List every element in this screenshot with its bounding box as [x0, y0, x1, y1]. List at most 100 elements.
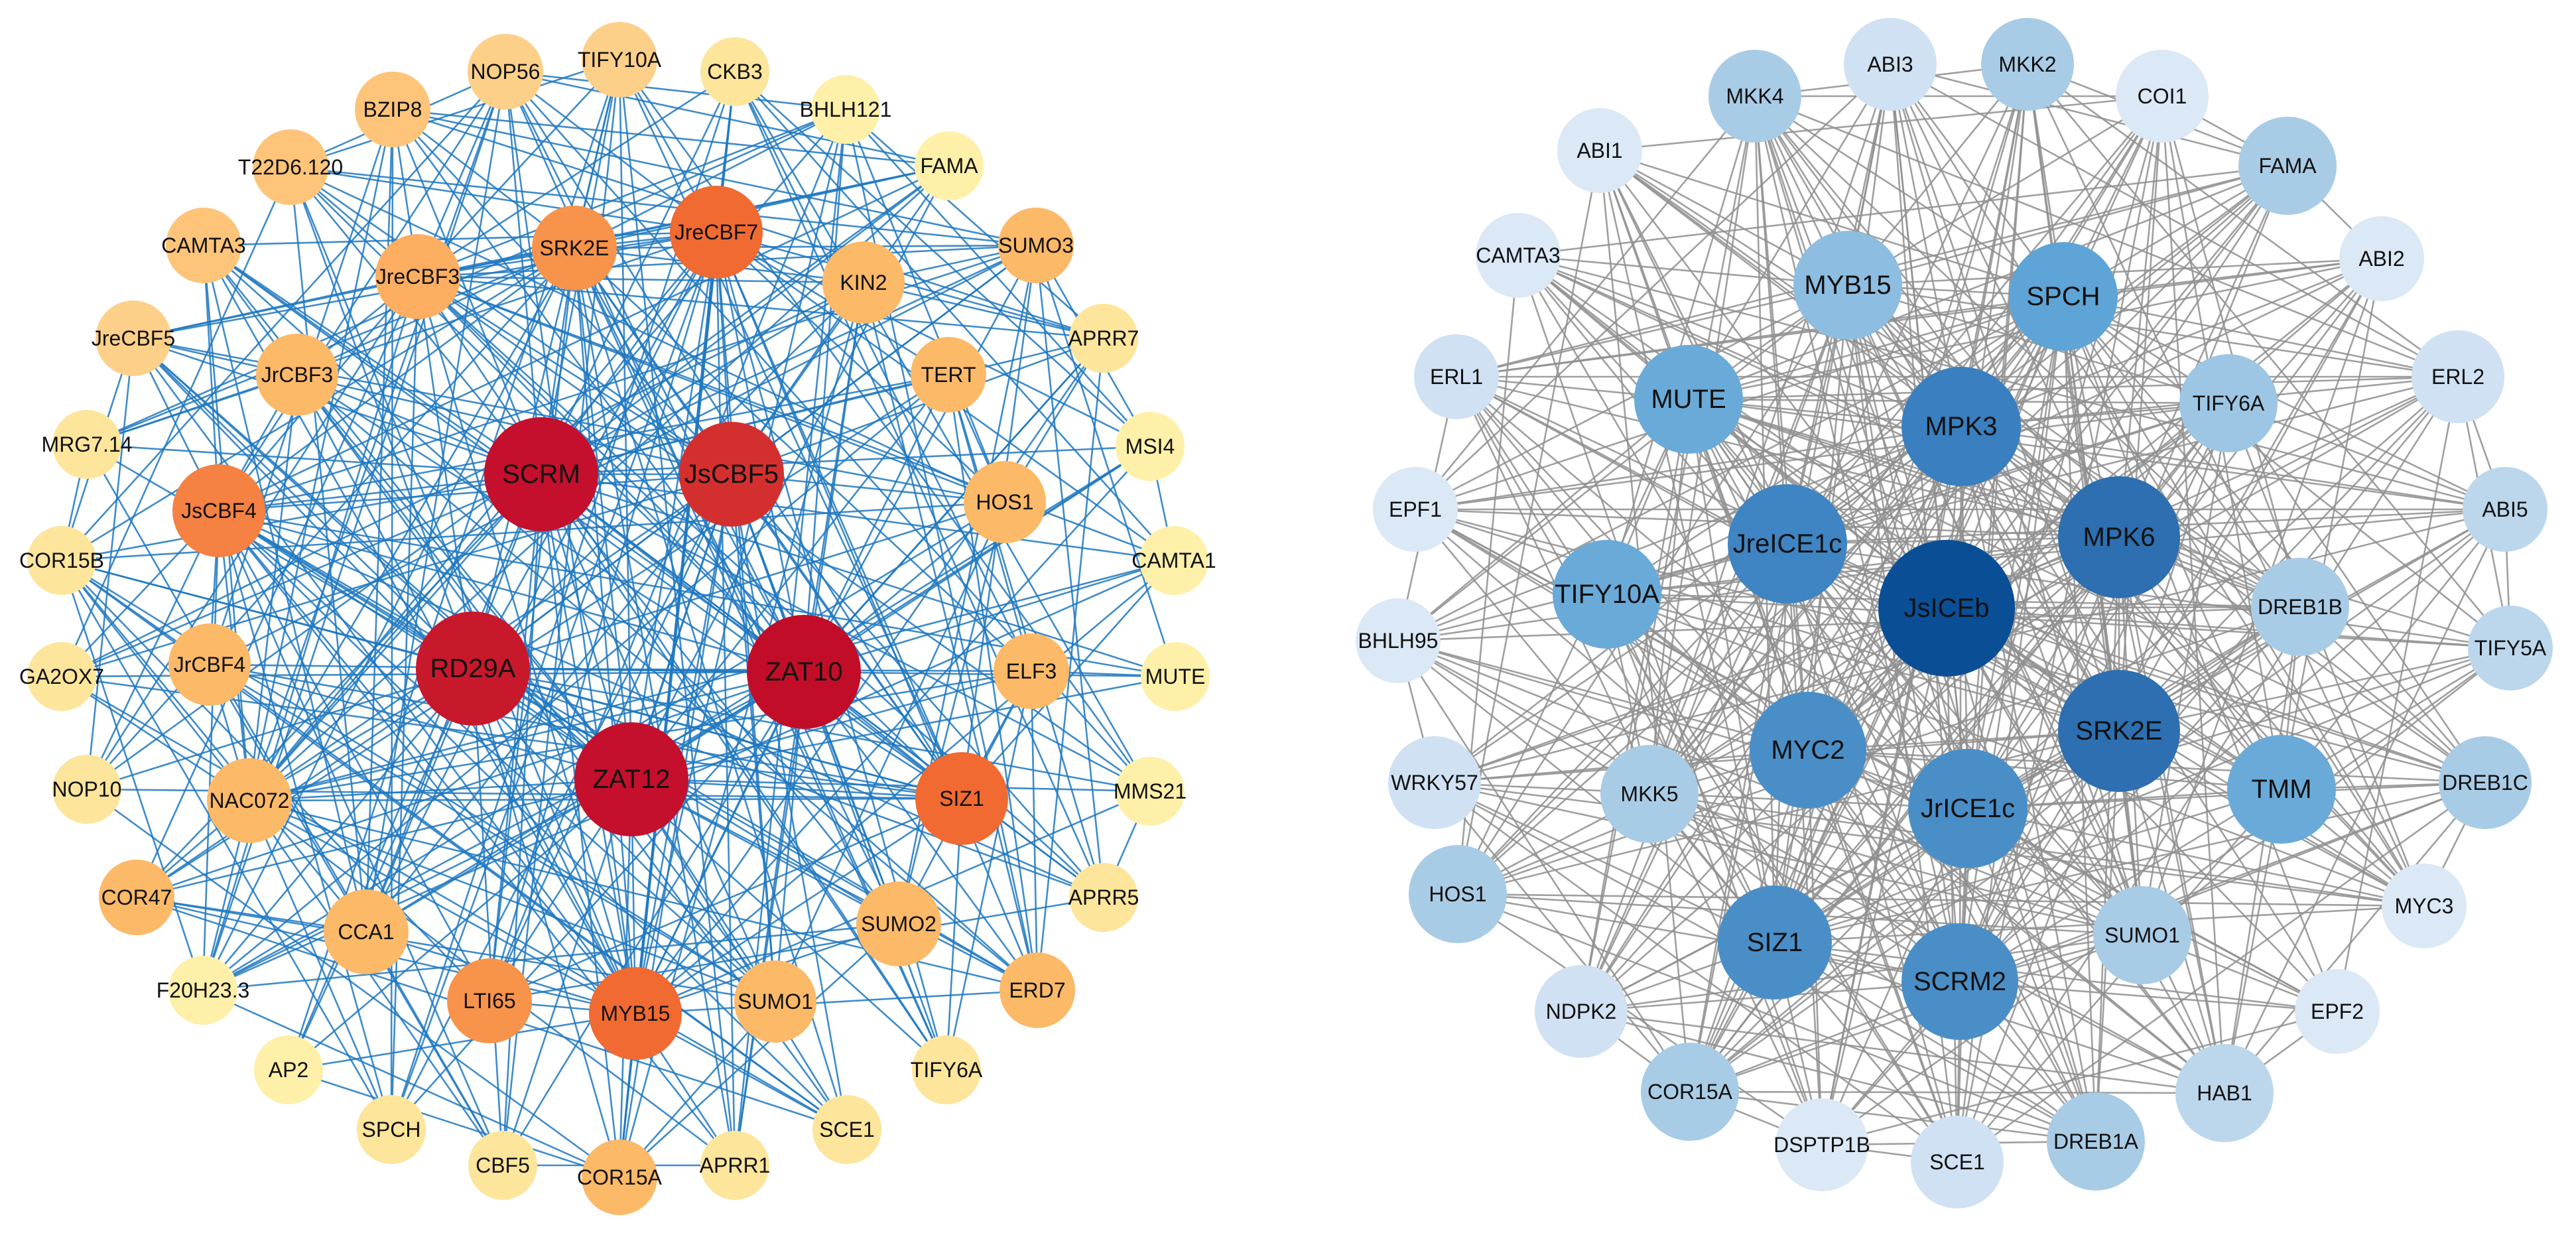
edge-SCE1-JsCBF4	[218, 510, 848, 1130]
node-label: ERL1	[1430, 365, 1483, 389]
node-label: TIFY6A	[2193, 391, 2265, 415]
edge-T22D6.120-GA2OX7	[60, 166, 292, 677]
edge-BZIP8-SUMO3	[392, 108, 1037, 247]
edge-SIZ1-COI1	[1773, 96, 2163, 943]
node-circle	[468, 34, 543, 109]
edge-CAMTA3-MYB15	[1517, 254, 1848, 287]
edge-HOS1-ABI1	[1456, 150, 1601, 895]
edge-JsCBF5-APRR5	[731, 474, 1104, 898]
node-circle	[52, 755, 121, 824]
node-label: SUMO3	[998, 233, 1074, 257]
node-label: JreCBF7	[675, 220, 758, 244]
node-label: COR15A	[1647, 1080, 1733, 1104]
edge-SCE1-MYC2	[1807, 749, 1959, 1163]
node-label: SUMO2	[861, 912, 936, 936]
node-jsiceb: JsICEb	[1878, 540, 2015, 677]
node-label: RD29A	[430, 654, 516, 683]
edge-MYB15-NAC072	[249, 799, 636, 1015]
node-circle	[2009, 242, 2118, 351]
edge-APRR7-BHLH121	[845, 109, 1104, 339]
edge-WRKY57-JsICEb	[1434, 607, 1947, 784]
node-circle	[324, 889, 409, 974]
edge-DSPTP1B-JreICE1c	[1786, 543, 1823, 1145]
edge-APRR7-JreCBF3	[417, 275, 1104, 340]
node-circle	[1844, 18, 1937, 111]
node-label: COI1	[2138, 84, 2187, 108]
edge-MYC3-MPK6	[2118, 537, 2425, 907]
node-label: ZAT12	[592, 765, 670, 794]
edge-DREB1A-MPK6	[2094, 537, 2120, 1142]
node-circle	[1901, 367, 2021, 486]
node-label: SUMO1	[2104, 923, 2180, 947]
node-circle	[679, 422, 784, 527]
edge-ABI5-SPCH	[2063, 295, 2506, 511]
node-rd29a: RD29A	[416, 612, 530, 726]
node-circle	[2227, 735, 2336, 844]
node-dreb1b: DREB1B	[2251, 558, 2349, 656]
edge-ABI2-SRK2E	[2118, 258, 2383, 732]
node-label: MRG7.14	[42, 432, 133, 456]
edge-ABI2-SCRM2	[1959, 258, 2383, 982]
edge-SCE1-JreICE1c	[1786, 543, 1959, 1163]
edge-ZAT12-F20H23.3	[202, 778, 632, 992]
node-circle	[1901, 923, 2018, 1040]
edge-SCE1-SRK2E	[1956, 730, 2120, 1163]
edge-MYC3-JrICE1c	[1967, 807, 2425, 907]
node-mute: MUTE	[1634, 345, 1743, 454]
node-label: APRR7	[1068, 326, 1139, 350]
edge-JrICE1c-DREB1C	[1967, 781, 2486, 810]
node-bhlh95: BHLH95	[1356, 598, 1441, 683]
node-circle	[1981, 18, 2074, 111]
node-circle	[734, 960, 816, 1043]
node-circle	[1535, 965, 1628, 1058]
node-circle	[2058, 476, 2180, 598]
node-label: T22D6.120	[238, 155, 343, 179]
edge-HAB1-NDPK2	[1580, 1010, 2225, 1094]
node-circle	[915, 752, 1008, 845]
node-camta3: CAMTA3	[161, 208, 246, 283]
node-label: MYB15	[601, 1002, 671, 1025]
node-circle	[811, 75, 880, 144]
edge-AP2-MYB15	[288, 1012, 636, 1071]
node-label: BHLH121	[800, 97, 892, 121]
node-circle	[1373, 467, 1458, 552]
node-circle	[582, 22, 657, 97]
node-jscbf4: JsCBF4	[172, 464, 265, 557]
node-sumo2: SUMO2	[856, 881, 941, 966]
edge-JreCBF7-T22D6.120	[290, 166, 717, 233]
node-cca1: CCA1	[324, 889, 409, 974]
node-abi3: ABI3	[1844, 18, 1937, 111]
edge-HAB1-MYC2	[1807, 749, 2225, 1094]
node-circle	[2382, 864, 2467, 948]
node-bzip8: BZIP8	[355, 72, 430, 147]
edge-ERD7-MYB15	[635, 989, 1038, 1015]
edge-TIFY10A-ZAT12	[618, 59, 633, 780]
edge-ABI5-MPK3	[1961, 425, 2506, 511]
edge-DSPTP1B-EPF2	[1821, 1010, 2338, 1146]
edge-JrICE1c-WRKY57	[1434, 781, 1968, 810]
node-abi1: ABI1	[1557, 108, 1642, 193]
edge-COR15A-RD29A	[472, 668, 621, 1178]
node-camta1: CAMTA1	[1131, 526, 1216, 595]
node-epf1: EPF1	[1373, 467, 1458, 552]
edge-TMM-SIZ1	[1774, 788, 2282, 944]
node-circle	[911, 337, 986, 413]
node-label: NAC072	[210, 789, 290, 812]
node-label: JrCBF3	[261, 363, 333, 387]
node-siz1: SIZ1	[1718, 885, 1832, 1000]
node-label: KIN2	[840, 271, 887, 294]
edge-JreCBF5-SCRM	[133, 337, 542, 476]
edge-HOS1-DREB1A	[1457, 893, 2096, 1143]
node-label: MYC3	[2395, 894, 2454, 918]
node-zat10: ZAT10	[747, 615, 861, 729]
node-label: ERL2	[2431, 365, 2484, 389]
edge-MKK5-SUMO1	[1649, 793, 2143, 937]
edge-JreCBF5-NOP10	[86, 338, 135, 790]
edge-JrICE1c-DSPTP1B	[1821, 808, 1969, 1145]
node-nac072: NAC072	[207, 758, 292, 843]
edge-CBF5-MRG7.14	[86, 444, 504, 1166]
node-label: SCE1	[1929, 1150, 1985, 1174]
node-jrcbf4: JrCBF4	[168, 623, 251, 706]
edge-SUMO2-SRK2E	[573, 247, 900, 925]
node-dreb1a: DREB1A	[2047, 1092, 2145, 1191]
